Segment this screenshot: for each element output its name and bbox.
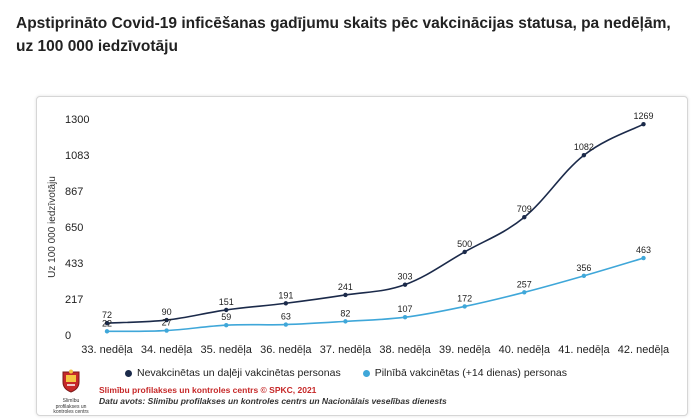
data-point-vaccinated — [164, 328, 169, 333]
data-label-vaccinated: 356 — [576, 263, 591, 273]
data-point-unvaccinated — [462, 249, 467, 255]
y-tick-label: 217 — [65, 294, 83, 306]
legend-label-vaccinated: Pilnībā vakcinētas (+14 dienas) personas — [374, 367, 568, 379]
data-point-vaccinated — [581, 273, 587, 279]
coat-of-arms-icon — [62, 369, 80, 393]
data-label-vaccinated: 59 — [221, 312, 231, 322]
data-point-vaccinated — [283, 322, 289, 327]
x-axis-ticks: 33. nedēļa 34. nedēļa 35. nedēļa 36. nedēļa… — [81, 344, 670, 356]
logo-caption: Slimību profilakses un kontroles centrs — [53, 398, 89, 415]
series-line-vaccinated — [106, 257, 644, 333]
x-tick-label: 42. nedēļa — [618, 344, 670, 356]
legend-dot-unvaccinated — [125, 369, 132, 377]
legend-item-unvaccinated: Nevakcinētas un daļēji vakcinētas person… — [125, 367, 341, 379]
data-point-unvaccinated — [224, 307, 229, 313]
y-tick-label: 0 — [65, 330, 71, 342]
chart-legend: Nevakcinētas un daļēji vakcinētas person… — [125, 367, 567, 379]
data-label-unvaccinated: 241 — [338, 282, 353, 292]
chart-footer: Slimību profilakses un kontroles centrs … — [99, 385, 447, 407]
x-tick-label: 34. nedēļa — [141, 344, 193, 356]
x-tick-label: 37. nedēļa — [320, 344, 372, 356]
legend-label-unvaccinated: Nevakcinētas un daļēji vakcinētas person… — [137, 367, 341, 379]
data-point-vaccinated — [522, 290, 527, 295]
y-tick-label: 650 — [65, 222, 83, 234]
y-tick-label: 867 — [65, 186, 83, 198]
data-label-vaccinated: 257 — [517, 279, 532, 289]
data-label-vaccinated: 463 — [636, 245, 651, 255]
x-tick-label: 33. nedēļa — [81, 344, 133, 356]
chart-card: Uz 100 000 iedzīvotāju 0 217 433 650 867 1083… — [36, 96, 688, 416]
footer-source: Datu avots: Slimību profilakses un kontr… — [99, 396, 447, 406]
data-label-unvaccinated: 90 — [162, 307, 172, 317]
legend-item-vaccinated: Pilnībā vakcinētas (+14 dienas) personas — [362, 367, 568, 379]
data-point-vaccinated — [402, 315, 408, 320]
data-label-unvaccinated: 191 — [278, 290, 293, 300]
data-point-unvaccinated — [581, 153, 587, 158]
data-point-vaccinated — [641, 255, 646, 261]
y-axis-label: Uz 100 000 iedzīvotāju — [47, 176, 58, 278]
data-label-unvaccinated: 1082 — [574, 142, 594, 152]
spkc-logo: Slimību profilakses un kontroles centrs — [51, 369, 91, 416]
data-label-vaccinated: 172 — [457, 293, 472, 303]
data-label-vaccinated: 82 — [340, 308, 350, 318]
data-label-vaccinated: 63 — [281, 312, 291, 322]
data-point-vaccinated — [104, 329, 110, 334]
y-tick-label: 433 — [65, 258, 83, 270]
data-labels: 72 90 151 191 241 303 500 709 1082 1269 22 27 59 63 82… — [102, 111, 654, 328]
series-lines — [106, 123, 644, 333]
data-label-unvaccinated: 709 — [517, 204, 532, 214]
data-point-vaccinated — [224, 322, 229, 328]
data-label-vaccinated: 22 — [102, 318, 112, 328]
y-axis-ticks: 0 217 433 650 867 1083 1300 — [65, 114, 89, 342]
data-point-unvaccinated — [343, 292, 348, 298]
series-points — [104, 121, 646, 334]
data-point-unvaccinated — [522, 214, 527, 220]
data-point-unvaccinated — [402, 282, 408, 287]
x-tick-label: 38. nedēļa — [379, 344, 431, 356]
data-label-unvaccinated: 151 — [219, 297, 234, 307]
data-point-unvaccinated — [164, 317, 169, 323]
footer-credit: Slimību profilakses un kontroles centrs … — [99, 385, 317, 395]
data-point-vaccinated — [462, 304, 467, 309]
x-tick-label: 40. nedēļa — [499, 344, 551, 356]
x-tick-label: 35. nedēļa — [201, 344, 253, 356]
y-tick-label: 1083 — [65, 150, 89, 162]
legend-dot-vaccinated — [362, 369, 370, 377]
data-label-unvaccinated: 303 — [398, 272, 413, 282]
data-point-unvaccinated — [104, 320, 110, 326]
x-tick-label: 39. nedēļa — [439, 344, 491, 356]
x-tick-label: 41. nedēļa — [558, 344, 610, 356]
y-axis-title: Uz 100 000 iedzīvotāju — [47, 176, 58, 278]
data-label-unvaccinated: 1269 — [633, 111, 653, 121]
line-chart: Uz 100 000 iedzīvotāju 0 217 433 650 867 1083… — [47, 111, 670, 356]
x-tick-label: 36. nedēļa — [260, 344, 312, 356]
series-line-unvaccinated — [106, 123, 644, 324]
data-point-unvaccinated — [641, 121, 646, 127]
data-label-unvaccinated: 72 — [102, 310, 112, 320]
data-label-vaccinated: 27 — [162, 318, 172, 328]
data-label-unvaccinated: 500 — [457, 239, 472, 249]
data-point-unvaccinated — [283, 301, 289, 306]
y-tick-label: 1300 — [65, 114, 89, 126]
data-label-vaccinated: 107 — [398, 304, 413, 314]
data-point-vaccinated — [343, 319, 348, 324]
chart-headline: Apstiprināto Covid-19 inficēšanas gadīju… — [16, 15, 671, 55]
